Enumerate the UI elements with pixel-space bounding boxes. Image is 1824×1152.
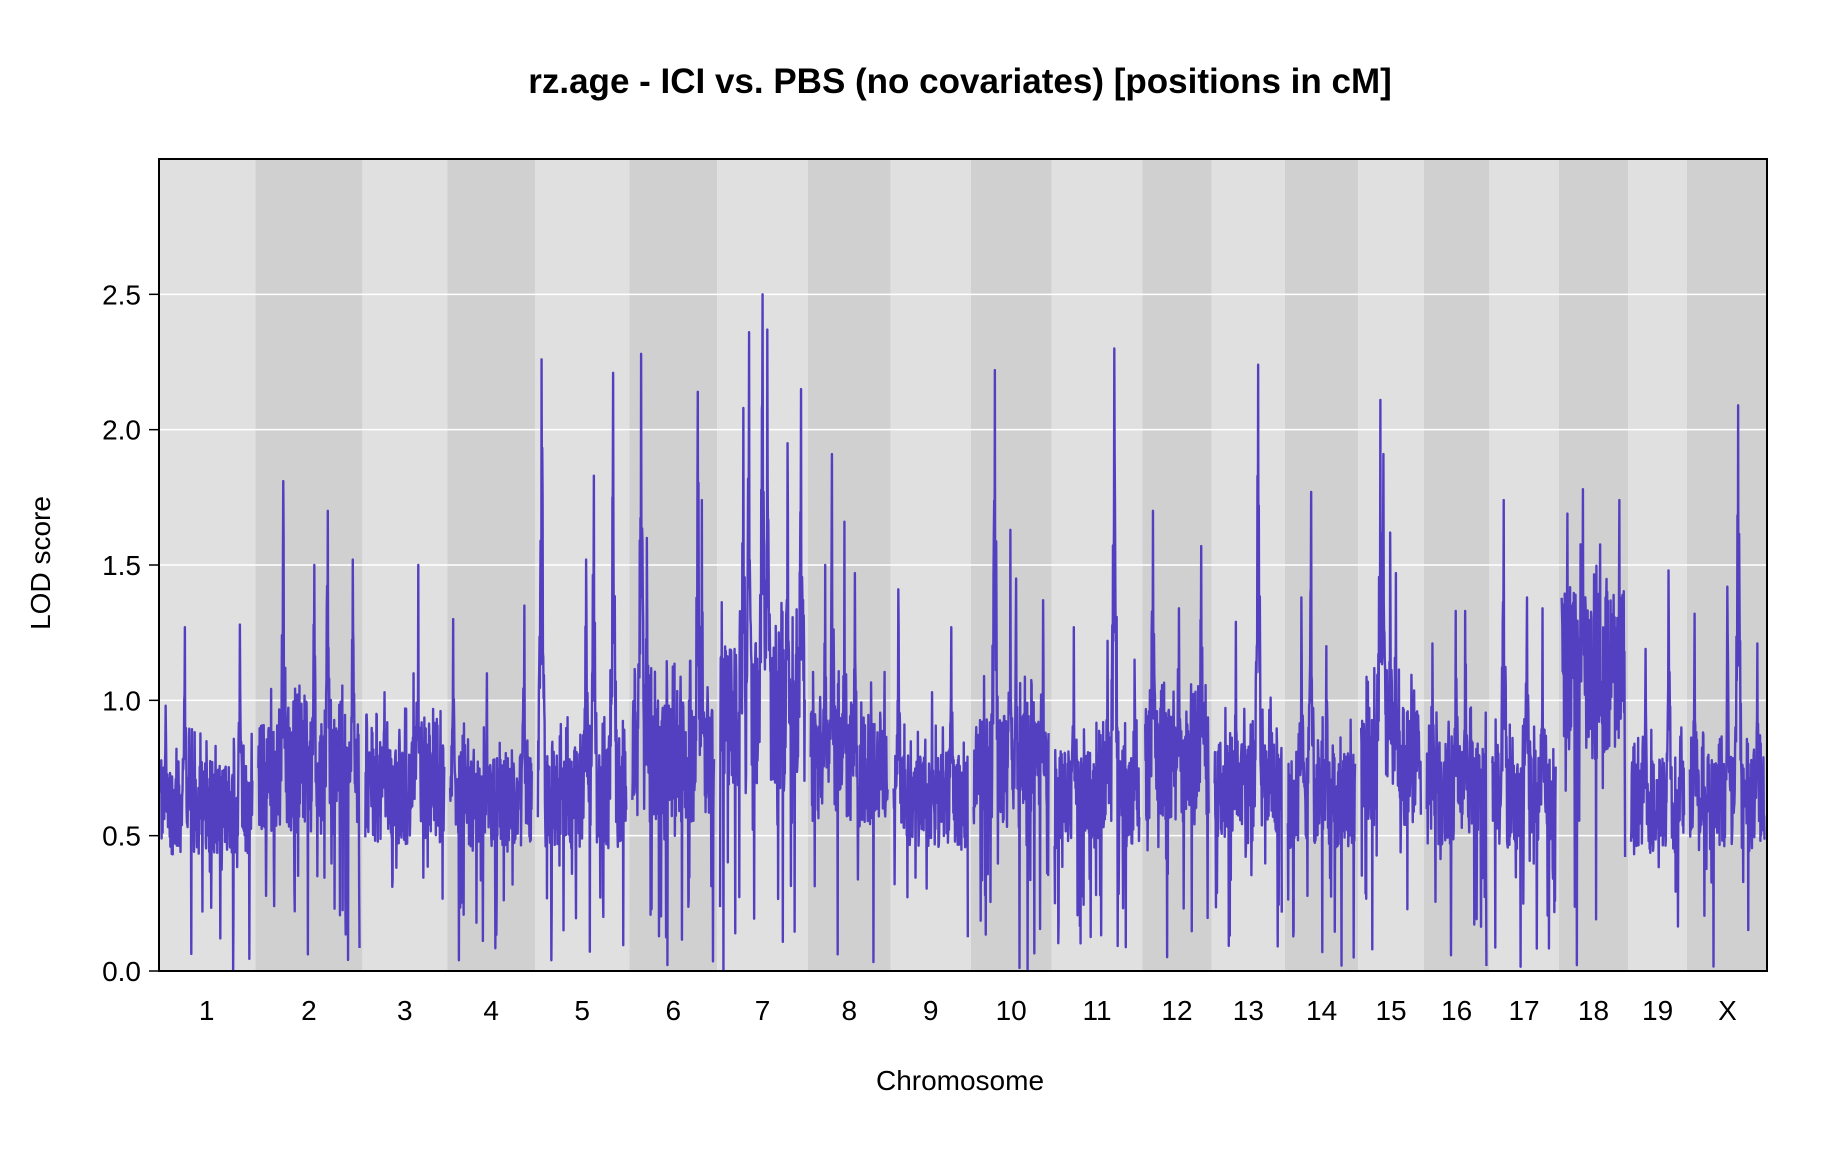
chart-title: rz.age - ICI vs. PBS (no covariates) [po… [528,62,1392,101]
x-tick-label-chr-5: 5 [574,995,590,1026]
lod-trace-chr-1 [159,623,254,972]
y-tick-label: 2.0 [102,415,141,446]
x-tick-label-chr-X: X [1718,995,1737,1026]
lod-trace-chr-14 [1286,490,1357,967]
x-tick-label-chr-1: 1 [199,995,215,1026]
x-tick-label-chr-3: 3 [397,995,413,1026]
lod-trace-chr-13 [1213,363,1283,948]
x-tick-label-chr-7: 7 [755,995,771,1026]
lod-trace-chr-6 [631,352,716,967]
x-tick-label-chr-2: 2 [301,995,317,1026]
lod-trace-chr-15 [1359,398,1423,951]
x-tick-label-chr-17: 17 [1508,995,1539,1026]
x-tick-label-chr-14: 14 [1306,995,1337,1026]
lod-trace-chr-17 [1491,498,1557,968]
x-tick-label-chr-15: 15 [1375,995,1406,1026]
lod-trace-chr-X [1688,404,1766,968]
lod-trace-chr-11 [1053,347,1141,949]
y-tick-label: 1.5 [102,550,141,581]
lod-trace-chr-5 [536,358,628,962]
x-tick-label-chr-16: 16 [1441,995,1472,1026]
x-tick-label-chr-10: 10 [996,995,1027,1026]
y-tick-label: 0.5 [102,821,141,852]
x-tick-label-chr-19: 19 [1642,995,1673,1026]
y-tick-label: 2.5 [102,279,141,310]
x-axis-label: Chromosome [876,1065,1044,1096]
x-tick-label-chr-4: 4 [483,995,499,1026]
x-tick-label-chr-8: 8 [841,995,857,1026]
x-tick-label-chr-6: 6 [666,995,682,1026]
x-tick-label-chr-9: 9 [923,995,939,1026]
lod-trace-chr-7 [718,293,806,972]
lod-trace-chr-10 [972,368,1050,971]
lod-trace-chr-16 [1425,609,1488,966]
y-axis-label: LOD score [25,496,56,630]
x-tick-label-chr-13: 13 [1233,995,1264,1026]
lod-trace-chr-19 [1629,569,1686,928]
lod-trace-chr-8 [809,452,889,964]
lod-trace-chr-2 [257,479,361,962]
lod-trace-chr-12 [1144,509,1210,959]
x-tick-label-chr-12: 12 [1161,995,1192,1026]
y-tick-label: 0.0 [102,956,141,987]
lod-trace-chr-18 [1560,488,1627,967]
plot-area [158,158,1768,972]
x-axis: 1 2 3 4 5 6 7 8 9 10 11 12 13 14 15 16 17 18 19 X [199,995,1737,1026]
lod-trace-chr-9 [892,588,970,938]
y-tick-label: 1.0 [102,685,141,716]
x-tick-label-chr-18: 18 [1578,995,1609,1026]
lod-trace-chr-4 [448,604,533,962]
x-tick-label-chr-11: 11 [1082,995,1111,1026]
y-axis: 0.0 0.5 1.0 1.5 2.0 2.5 [102,279,159,987]
lod-trace-chr-3 [364,563,446,900]
